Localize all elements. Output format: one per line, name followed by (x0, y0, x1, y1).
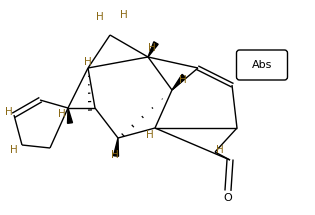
Text: H: H (148, 43, 156, 53)
Polygon shape (172, 74, 186, 90)
Text: H: H (120, 10, 128, 20)
Text: H: H (111, 150, 119, 160)
Text: H: H (58, 109, 66, 119)
Polygon shape (67, 108, 72, 123)
Polygon shape (113, 138, 118, 156)
Text: H: H (5, 107, 13, 117)
Text: H: H (146, 130, 154, 140)
Text: H: H (84, 57, 92, 67)
Text: O: O (224, 193, 232, 203)
Text: H: H (96, 12, 104, 22)
FancyBboxPatch shape (237, 50, 288, 80)
Text: Abs: Abs (252, 60, 272, 70)
Polygon shape (148, 42, 158, 57)
Text: H: H (10, 145, 18, 155)
Text: H: H (216, 145, 224, 155)
Text: H: H (179, 75, 187, 85)
